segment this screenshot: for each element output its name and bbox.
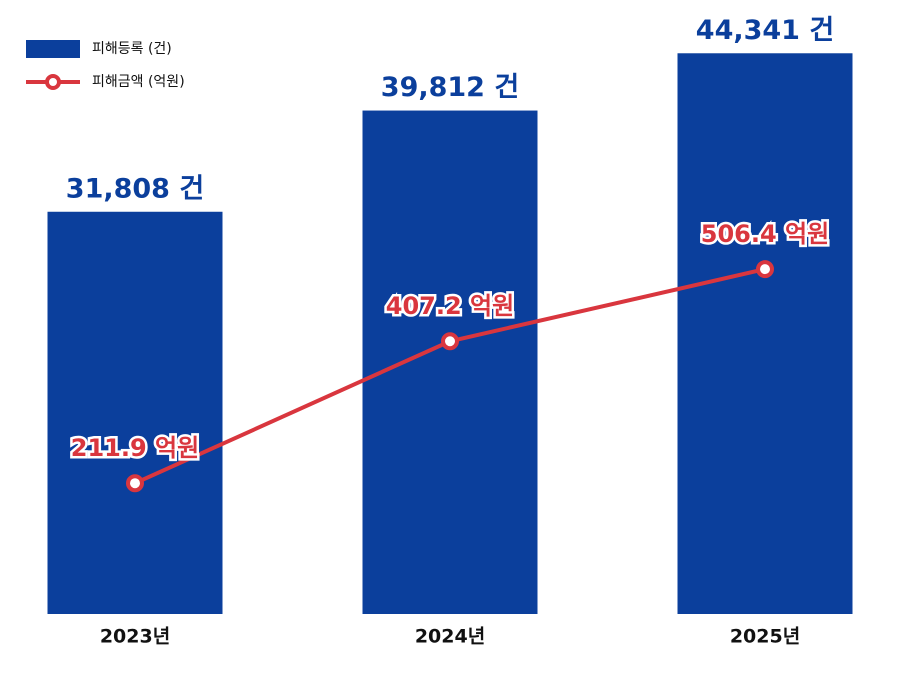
x-tick-label: 2024년 (415, 626, 485, 648)
bar (677, 53, 853, 614)
line-value-label: 506.4 억원 (701, 220, 829, 248)
line-value-label: 211.9 억원 (71, 434, 199, 462)
bar (362, 110, 538, 615)
legend-label: 피해등록 (건) (92, 41, 172, 57)
legend-swatch (26, 40, 80, 58)
line-point (756, 260, 774, 279)
bar-value-label: 39,812 건 (381, 72, 519, 103)
line-value-label: 407.2 억원 (386, 292, 514, 320)
legend-label: 피해금액 (억원) (92, 74, 185, 90)
x-tick-label: 2023년 (100, 626, 170, 648)
bar-value-label: 31,808 건 (66, 173, 204, 204)
legend-swatch (45, 74, 61, 90)
bar-value-label: 44,341 건 (696, 15, 834, 46)
line-point (126, 474, 144, 493)
x-tick-label: 2025년 (730, 626, 800, 648)
bar (47, 211, 223, 614)
line-point (441, 332, 459, 351)
